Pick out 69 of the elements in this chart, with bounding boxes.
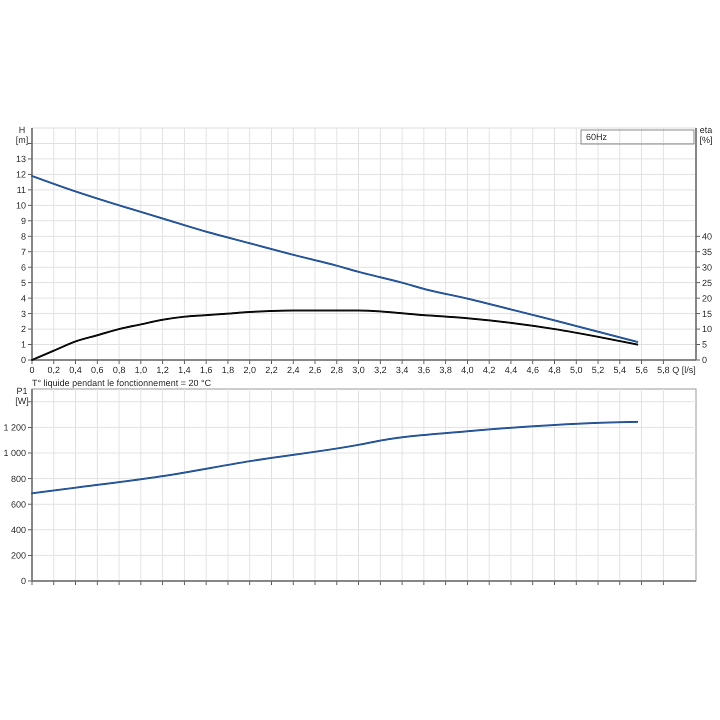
- y-tick-label: 1 200: [3, 422, 26, 433]
- x-tick-label: 2,8: [330, 365, 344, 375]
- x-tick-label: 3,2: [374, 365, 387, 375]
- y-tick-label: 0: [20, 355, 26, 366]
- x-tick-label: 1,4: [178, 365, 191, 375]
- y2-tick-label: 5: [702, 340, 708, 350]
- y-axis-title: P1 [W]: [15, 386, 29, 406]
- x-tick-label: 4,4: [504, 365, 518, 375]
- x-tick-label: 3,4: [396, 365, 408, 375]
- x-tick-label: 1,0: [134, 365, 148, 375]
- y-axis-title: H [m]: [16, 125, 28, 145]
- x-tick-label: 5,2: [592, 365, 604, 375]
- x-tick-label: 0,8: [112, 365, 126, 375]
- y-tick-label: 8: [20, 231, 26, 242]
- y-tick-label: 1: [20, 340, 26, 350]
- x-tick-label: 4,6: [526, 365, 539, 375]
- x-tick-label: 3,6: [418, 365, 430, 375]
- x-tick-label: 0,6: [91, 365, 104, 375]
- line-series: [31, 310, 638, 361]
- y-tick-label: 600: [10, 499, 26, 510]
- y-tick-label: 11: [16, 185, 26, 196]
- x-tick-label: 0: [29, 365, 35, 375]
- y-tick-label: 12: [16, 170, 26, 180]
- x-tick-label: 0,4: [69, 365, 82, 375]
- y-tick-label: 400: [10, 524, 26, 535]
- x-tick-label: 4,2: [482, 365, 496, 375]
- x-tick-label: 2,4: [286, 365, 300, 375]
- y-tick-label: 2: [20, 324, 26, 334]
- x-tick-label: 5,6: [635, 365, 648, 375]
- text: T° liquide pendant le fonctionnement = 20 °C: [32, 378, 212, 388]
- x-tick-label: 0,2: [48, 365, 60, 375]
- y2-tick-label: 0: [702, 355, 708, 366]
- y2-tick-label: 35: [702, 246, 712, 257]
- y-tick-label: 0: [20, 576, 26, 586]
- x-tick-label: 5,0: [570, 365, 583, 375]
- x-axis-title: Q [l/s]: [672, 365, 696, 375]
- y2-axis-title: eta [%]: [699, 125, 713, 145]
- x-tick-label: 5,8: [657, 365, 670, 375]
- x-tick-label: 2,2: [265, 365, 278, 375]
- y-tick-label: 10: [16, 200, 26, 210]
- y2-tick-label: 10: [702, 324, 712, 334]
- y-tick-label: 4: [20, 293, 26, 304]
- y2-tick-label: 15: [702, 308, 712, 319]
- y-tick-label: 7: [20, 246, 26, 257]
- y-tick-label: 6: [20, 262, 26, 272]
- x-tick-label: 5,4: [614, 365, 626, 375]
- y-tick-label: 1 000: [3, 448, 26, 458]
- x-tick-label: 1,6: [200, 365, 212, 375]
- line-series: [31, 174, 638, 343]
- line-series: [31, 420, 638, 494]
- y-tick-label: 13: [16, 154, 26, 164]
- x-tick-label: 2,0: [243, 365, 256, 375]
- x-tick-label: 3,8: [439, 365, 452, 375]
- y2-tick-label: 40: [702, 231, 712, 242]
- x-tick-label: 1,8: [222, 365, 234, 375]
- y-tick-label: 200: [10, 550, 26, 561]
- y2-tick-label: 20: [702, 293, 712, 304]
- annotation: 60Hz: [586, 132, 608, 142]
- x-tick-label: 4,8: [548, 365, 561, 375]
- y-tick-label: 9: [20, 216, 26, 226]
- x-tick-label: 4,0: [461, 365, 474, 375]
- x-tick-label: 2,6: [308, 365, 322, 375]
- y2-tick-label: 30: [702, 262, 712, 272]
- y-tick-label: 3: [20, 308, 26, 319]
- x-tick-label: 1,2: [156, 365, 169, 375]
- y-tick-label: 5: [20, 278, 26, 288]
- y-tick-label: 800: [10, 474, 26, 484]
- y2-tick-label: 25: [702, 278, 712, 288]
- x-tick-label: 3,0: [352, 365, 365, 375]
